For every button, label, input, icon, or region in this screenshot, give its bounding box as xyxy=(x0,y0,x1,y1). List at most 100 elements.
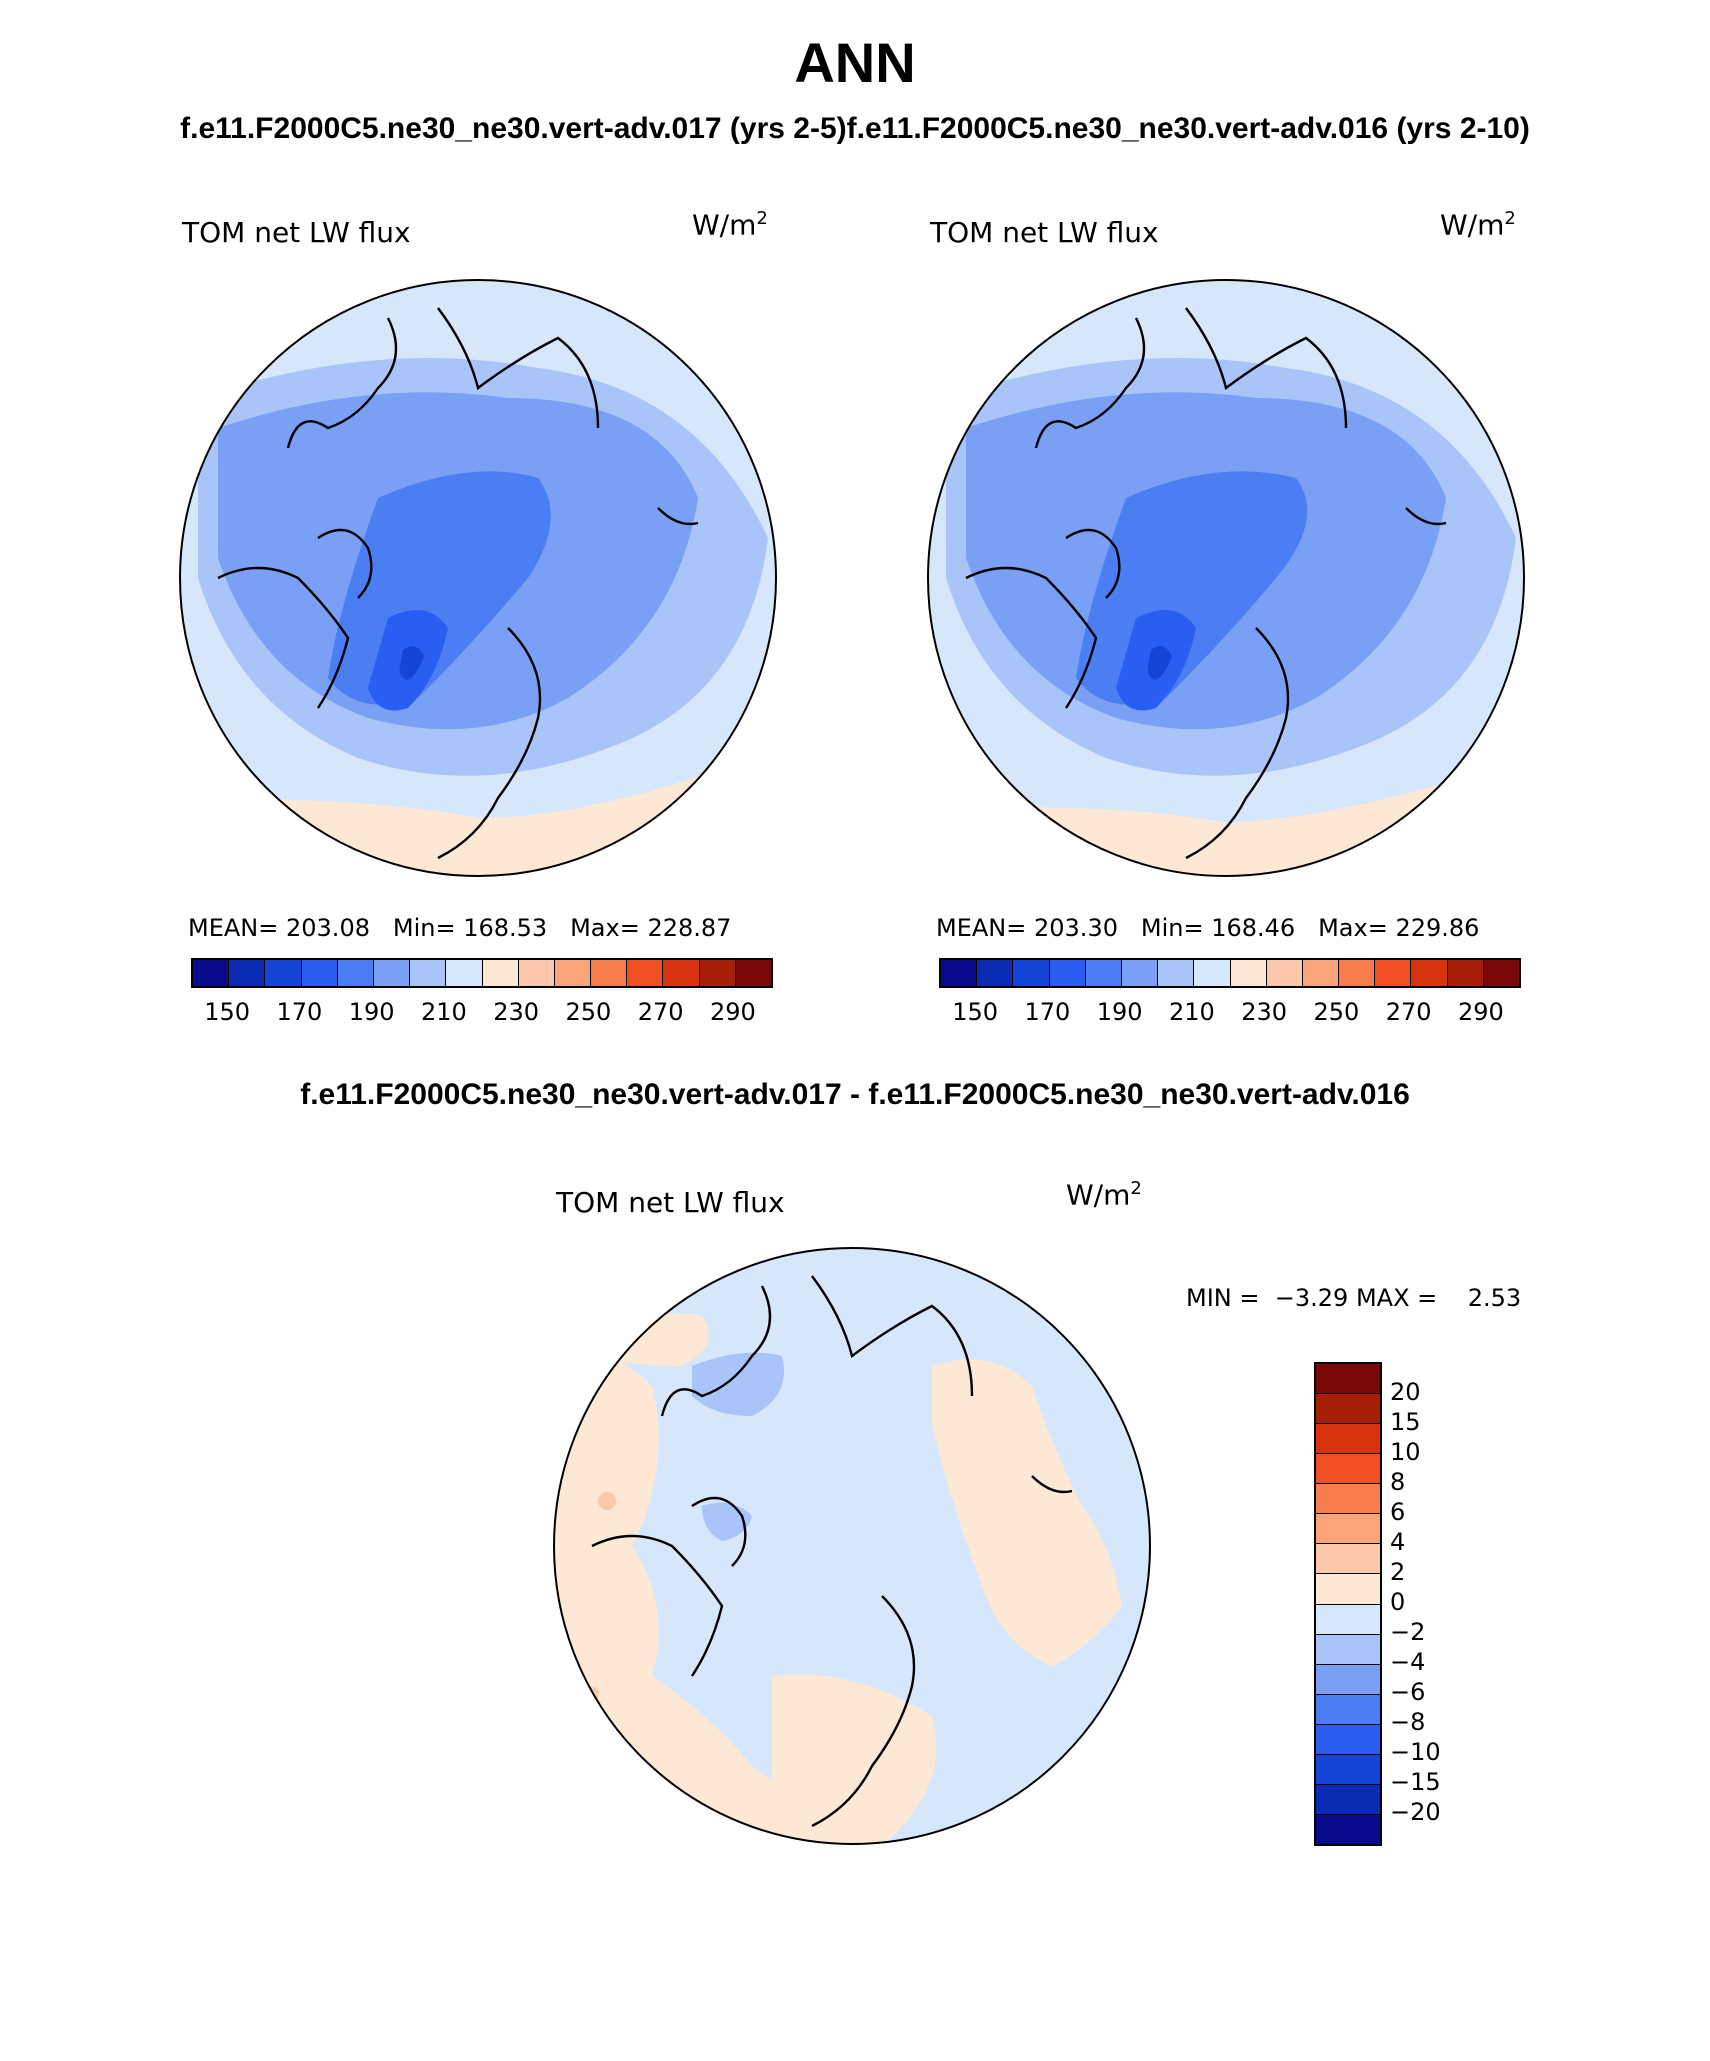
panel-1-polar-map xyxy=(179,279,777,877)
panel-1-colorbar-swatch-14 xyxy=(699,960,736,986)
panel-1-colorbar-swatch-12 xyxy=(627,960,664,986)
panel-3-colorbar-tick-label: 10 xyxy=(1390,1438,1421,1466)
panel-2-colorbar-swatch-0 xyxy=(941,960,978,986)
main-title: ANN xyxy=(794,31,916,94)
case-subtitle: f.e11.F2000C5.ne30_ne30.vert-adv.017 (yr… xyxy=(180,112,1530,145)
panel-1-colorbar-swatch-0 xyxy=(193,960,230,986)
panel-2-colorbar-tick-label: 270 xyxy=(1385,998,1432,1026)
panel-2-colorbar-swatch-4 xyxy=(1085,960,1122,986)
panel-1-units-exponent: 2 xyxy=(756,208,768,229)
panel-1-fill-160-170 xyxy=(399,646,424,680)
panel-1-min-label: Min= xyxy=(392,914,456,942)
panel-3-colorbar-tick-label: 15 xyxy=(1390,1408,1421,1436)
panel-1-colorbar-tick-label: 290 xyxy=(709,998,756,1026)
panel-3-variable-label: TOM net LW flux xyxy=(556,1186,785,1219)
panel-1-colorbar-swatch-6 xyxy=(410,960,447,986)
panel-3-colorbar-swatch-11 xyxy=(1316,1694,1380,1725)
panel-3-colorbar-tick-label: −20 xyxy=(1390,1798,1441,1826)
panel-2-colorbar-tick-label: 150 xyxy=(952,998,999,1026)
panel-3-fill-minus4-minus2 xyxy=(692,1352,784,1416)
panel-3-colorbar-swatch-15 xyxy=(1316,1814,1380,1844)
panel-1-colorbar-swatch-7 xyxy=(446,960,483,986)
panel-1-units: W/m2 xyxy=(692,208,768,241)
panel-2-colorbar-swatch-15 xyxy=(1483,960,1519,986)
panel-2-stats: MEAN= 203.30 Min= 168.46 Max= 229.86 xyxy=(936,914,1479,942)
panel-3-colorbar xyxy=(1314,1362,1382,1846)
panel-2-colorbar-swatch-2 xyxy=(1013,960,1050,986)
panel-1-colorbar-tick-label: 270 xyxy=(637,998,684,1026)
panel-2-min-label: Min= xyxy=(1140,914,1204,942)
panel-2-mean-label: MEAN= xyxy=(936,914,1027,942)
panel-2-max-value: 229.86 xyxy=(1395,914,1480,942)
panel-3-colorbar-tick-label: 2 xyxy=(1390,1558,1406,1586)
panel-1-colorbar-swatch-2 xyxy=(265,960,302,986)
panel-3-colorbar-swatch-9 xyxy=(1316,1634,1380,1665)
panel-2-max-label: Max= xyxy=(1318,914,1388,942)
panel-1-stats: MEAN= 203.08 Min= 168.53 Max= 228.87 xyxy=(188,914,731,942)
panel-3-colorbar-tick-label: 4 xyxy=(1390,1528,1406,1556)
panel-3-units: W/m2 xyxy=(1066,1178,1142,1211)
panel-1-mean-label: MEAN= xyxy=(188,914,279,942)
panel-1-colorbar-tick-label: 230 xyxy=(493,998,540,1026)
panel-3-colorbar-swatch-3 xyxy=(1316,1454,1380,1485)
panel-1-colorbar-swatch-10 xyxy=(554,960,592,986)
panel-2-colorbar-tick-label: 290 xyxy=(1457,998,1504,1026)
panel-1-max-label: Max= xyxy=(570,914,640,942)
panel-1-colorbar-swatch-5 xyxy=(373,960,411,986)
panel-3-boundary xyxy=(553,1247,1151,1845)
panel-1-colorbar-tick-label: 250 xyxy=(565,998,612,1026)
panel-3-fill-0-2-northwest xyxy=(582,1313,709,1366)
panel-2-colorbar-swatch-11 xyxy=(1339,960,1376,986)
panel-1-colorbar-swatch-8 xyxy=(482,960,519,986)
panel-1-max-value: 228.87 xyxy=(647,914,732,942)
panel-3-coastlines xyxy=(591,1275,1073,1828)
panel-3-colorbar-swatch-8 xyxy=(1316,1604,1380,1635)
panel-2-colorbar-swatch-13 xyxy=(1411,960,1448,986)
panel-3-units-base: W/m xyxy=(1066,1178,1131,1212)
panel-3-colorbar-swatch-6 xyxy=(1316,1544,1380,1575)
panel-2-units-exponent: 2 xyxy=(1504,208,1516,229)
panel-3-fill-2-4-spot xyxy=(598,1492,616,1510)
panel-2-colorbar-tick-label: 230 xyxy=(1241,998,1288,1026)
panel-3-colorbar-swatch-13 xyxy=(1316,1754,1380,1785)
panel-3-colorbar-swatch-1 xyxy=(1316,1394,1380,1425)
panel-3-colorbar-tick-label: 0 xyxy=(1390,1588,1406,1616)
panel-2-colorbar-swatch-6 xyxy=(1158,960,1195,986)
panel-2-colorbar-swatch-9 xyxy=(1266,960,1303,986)
panel-1-colorbar xyxy=(191,958,773,988)
panel-3-fill-0-2-south xyxy=(772,1674,937,1844)
panel-2-colorbar-swatch-8 xyxy=(1230,960,1267,986)
panel-2-variable-label: TOM net LW flux xyxy=(930,216,1159,249)
panel-2-fill-160-170 xyxy=(1147,646,1172,680)
panel-3-colorbar-swatch-4 xyxy=(1316,1484,1380,1515)
panel-3-stats: MIN = −3.29 MAX = 2.53 xyxy=(1186,1284,1521,1312)
panel-3-colorbar-swatch-5 xyxy=(1316,1514,1380,1545)
panel-2-colorbar-tick-label: 170 xyxy=(1024,998,1071,1026)
panel-2-colorbar-swatch-5 xyxy=(1121,960,1159,986)
panel-3-fill-0-2-west xyxy=(554,1346,852,1844)
panel-1-colorbar-tick-label: 190 xyxy=(348,998,395,1026)
panel-1-colorbar-tick-label: 150 xyxy=(204,998,251,1026)
difference-title: f.e11.F2000C5.ne30_ne30.vert-adv.017 - f… xyxy=(300,1078,1410,1111)
panel-2-colorbar-swatch-7 xyxy=(1194,960,1231,986)
panel-3-min-value: −3.29 xyxy=(1274,1284,1349,1312)
panel-3-colorbar-tick-label: −4 xyxy=(1390,1648,1426,1676)
panel-2-mean-value: 203.30 xyxy=(1034,914,1118,942)
panel-1-colorbar-swatch-4 xyxy=(337,960,374,986)
panel-1-colorbar-swatch-13 xyxy=(663,960,700,986)
panel-2-colorbar-tick-label: 250 xyxy=(1313,998,1360,1026)
panel-3-colorbar-tick-label: −6 xyxy=(1390,1678,1426,1706)
panel-2-colorbar-swatch-3 xyxy=(1049,960,1086,986)
panel-1-colorbar-tick-label: 210 xyxy=(420,998,467,1026)
panel-2-colorbar xyxy=(939,958,1521,988)
panel-2-colorbar-tick-label: 210 xyxy=(1168,998,1215,1026)
panel-2-colorbar-swatch-1 xyxy=(977,960,1014,986)
panel-2-units: W/m2 xyxy=(1440,208,1516,241)
panel-3-units-exponent: 2 xyxy=(1130,1178,1142,1199)
panel-2-colorbar-tick-label: 190 xyxy=(1096,998,1143,1026)
panel-3-fill-0-2-east xyxy=(932,1359,1122,1666)
panel-2-min-value: 168.46 xyxy=(1211,914,1296,942)
panel-2-coastlines xyxy=(965,307,1447,860)
panel-3-polar-map xyxy=(553,1247,1151,1845)
panel-2-colorbar-swatch-12 xyxy=(1375,960,1412,986)
